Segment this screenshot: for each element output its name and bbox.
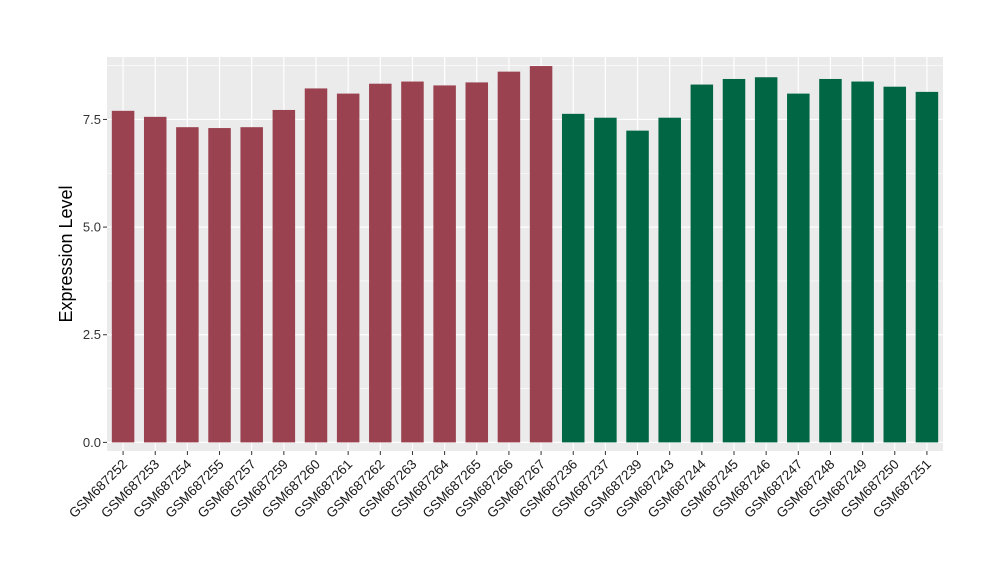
bar-GSM687262 — [369, 83, 392, 443]
plot-panel — [107, 57, 943, 451]
y-tick-label: 7.5 — [83, 112, 101, 127]
bars — [111, 66, 939, 443]
y-tick-label: 5.0 — [83, 220, 101, 235]
bar-GSM687255 — [208, 128, 231, 443]
bar-GSM687236 — [561, 113, 585, 443]
bar-GSM687254 — [176, 127, 199, 443]
bar-GSM687246 — [754, 77, 778, 443]
bar-GSM687245 — [722, 78, 746, 443]
bar-GSM687257 — [240, 127, 263, 443]
y-axis-title: Expression Level — [56, 185, 76, 322]
bar-GSM687261 — [336, 93, 360, 443]
y-axis-ticks: 0.0 2.5 5.0 7.5 — [83, 112, 107, 450]
bar-GSM687266 — [497, 71, 521, 443]
bar-GSM687237 — [594, 117, 617, 443]
bar-GSM687251 — [915, 91, 939, 443]
y-tick-label: 0.0 — [83, 435, 101, 450]
bar-GSM687259 — [272, 109, 296, 443]
x-axis-ticks: GSM687252GSM687253GSM687254GSM687255GSM6… — [66, 451, 934, 521]
bar-GSM687248 — [819, 78, 842, 443]
bar-GSM687265 — [465, 82, 489, 443]
bar-GSM687239 — [626, 130, 649, 443]
bar-GSM687247 — [787, 93, 810, 443]
bar-GSM687249 — [851, 81, 874, 443]
bar-GSM687267 — [529, 66, 553, 443]
bar-GSM687252 — [111, 110, 135, 443]
bar-GSM687264 — [433, 85, 456, 443]
bar-GSM687244 — [690, 84, 714, 443]
bar-GSM687263 — [401, 81, 424, 443]
bar-GSM687243 — [658, 117, 681, 443]
y-tick-label: 2.5 — [83, 327, 101, 342]
bar-GSM687253 — [143, 116, 167, 443]
bar-GSM687260 — [304, 88, 328, 443]
bar-GSM687250 — [883, 86, 907, 443]
